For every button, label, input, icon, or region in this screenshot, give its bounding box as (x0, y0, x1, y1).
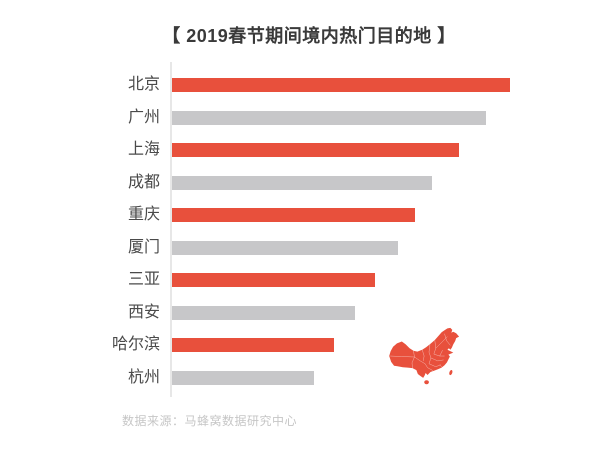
bar (172, 305, 355, 320)
y-axis-line (170, 62, 172, 397)
bar (172, 208, 415, 222)
bar (172, 240, 398, 255)
category-label: 杭州 (127, 368, 160, 386)
data-source-note: 数据来源：马蜂窝数据研究中心 (122, 414, 298, 428)
category-label: 广州 (127, 108, 160, 126)
category-label: 重庆 (127, 206, 160, 223)
category-label: 北京 (127, 76, 160, 93)
china-map-icon (389, 327, 460, 385)
bar (172, 78, 510, 92)
category-label: 成都 (127, 173, 160, 191)
bar (172, 110, 486, 125)
category-label: 西安 (127, 303, 160, 321)
bar (172, 143, 459, 157)
category-label: 三亚 (127, 271, 160, 288)
category-label: 哈尔滨 (111, 336, 160, 353)
bar (172, 175, 432, 190)
bar (172, 338, 334, 352)
bar (172, 273, 375, 287)
chart-title: 【 2019春节期间境内热门目的地 】 (162, 26, 456, 46)
bar (172, 370, 314, 385)
category-label: 上海 (127, 141, 160, 158)
category-label: 厦门 (127, 238, 160, 256)
